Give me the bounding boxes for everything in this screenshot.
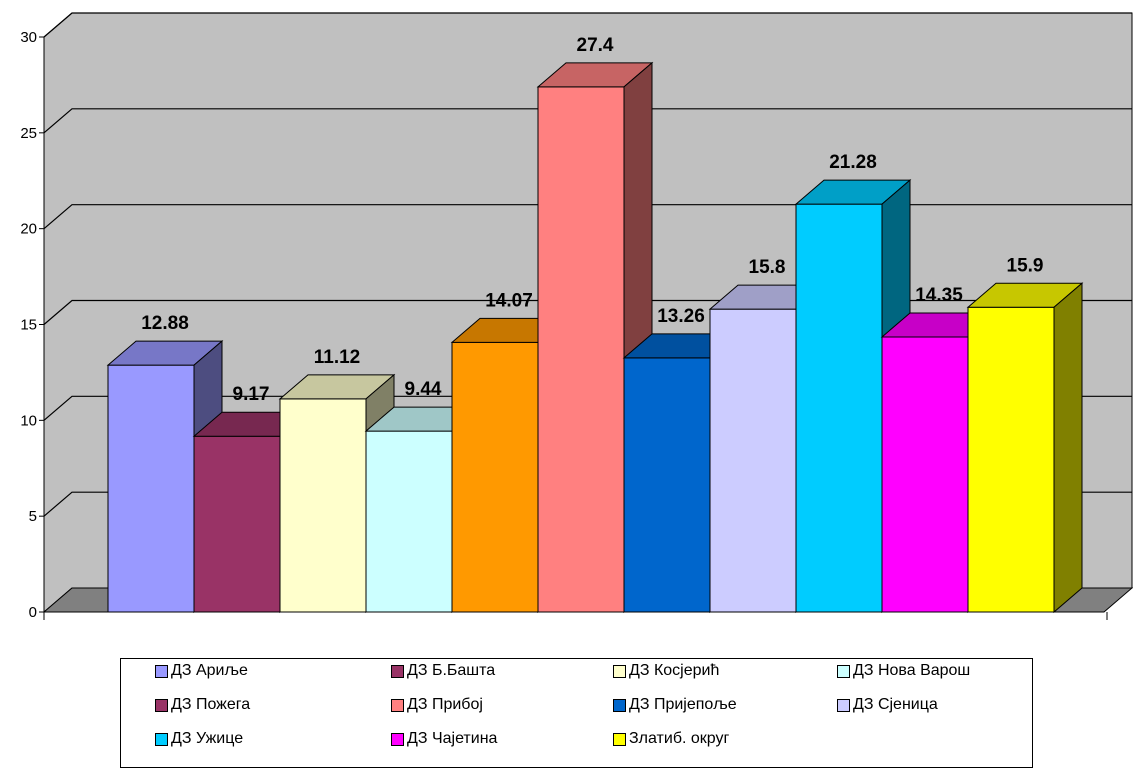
legend-swatch (613, 664, 626, 678)
y-tick-label: 5 (29, 508, 37, 525)
gridline (43, 204, 1132, 230)
legend-swatch (837, 698, 850, 712)
gridline (43, 108, 1132, 134)
legend-label: ДЗ Ужице (171, 730, 244, 747)
legend-swatch (613, 698, 626, 712)
legend-label: ДЗ Чајетина (407, 730, 498, 747)
legend-swatch (391, 664, 404, 678)
legend-item: ДЗ Сјеница (837, 694, 938, 716)
legend: ДЗ Ариље ДЗ Б.Башта ДЗ Косјерић ДЗ Нова Вар… (120, 658, 1033, 768)
legend-swatch (391, 698, 404, 712)
data-label: 12.88 (141, 313, 189, 334)
bar-front (279, 398, 367, 613)
bar-front (967, 306, 1055, 613)
data-label: 14.07 (485, 290, 533, 311)
legend-swatch (155, 664, 168, 678)
bar-front (193, 435, 281, 613)
legend-label: ДЗ Прибој (407, 696, 483, 713)
data-label: 15.9 (1007, 255, 1044, 276)
bar-side (1053, 282, 1083, 614)
bar-front (623, 357, 711, 613)
legend-swatch (837, 664, 850, 678)
data-label: 9.44 (405, 379, 442, 400)
legend-item: ДЗ Ариље (155, 660, 248, 682)
data-label: 11.12 (314, 347, 361, 368)
bars (106, 61, 1084, 614)
data-label: 15.8 (749, 257, 786, 278)
bar-chart: 0 5 10 15 20 25 30 12.88 9.17 11.12 9.44 14.07 27.4… (20, 12, 1133, 621)
y-tick-label: 10 (20, 412, 37, 429)
y-tick-label: 20 (20, 221, 37, 238)
bar-front (451, 341, 539, 613)
bar-front (709, 308, 797, 613)
bar-front (107, 364, 195, 613)
data-label: 13.26 (657, 306, 705, 327)
gridline (43, 12, 1132, 38)
legend-item: ДЗ Прибој (391, 694, 483, 716)
legend-item: Златиб. округ (613, 728, 729, 750)
legend-swatch (155, 732, 168, 746)
legend-swatch (613, 732, 626, 746)
legend-item: ДЗ Ужице (155, 728, 243, 750)
legend-item: ДЗ Нова Варош (837, 660, 970, 682)
legend-item: ДЗ Пријепоље (613, 694, 737, 716)
bar-front (537, 86, 625, 613)
legend-label: ДЗ Косјерић (629, 662, 720, 679)
y-tick-label: 15 (20, 317, 37, 334)
legend-swatch (155, 698, 168, 712)
bar-front (795, 203, 883, 613)
legend-label: Златиб. округ (629, 730, 730, 747)
legend-label: ДЗ Пријепоље (629, 696, 737, 713)
y-tick-label: 25 (20, 125, 37, 142)
legend-label: ДЗ Сјеница (853, 696, 938, 713)
legend-item: ДЗ Чајетина (391, 728, 497, 750)
legend-label: ДЗ Пожега (171, 696, 251, 713)
bar-front (365, 430, 453, 613)
legend-item: ДЗ Пожега (155, 694, 250, 716)
data-labels: 12.88 9.17 11.12 9.44 14.07 27.4 13.26 15.8 21.2… (141, 35, 1043, 405)
legend-label: ДЗ Нова Варош (853, 662, 971, 679)
data-label: 9.17 (233, 384, 270, 405)
y-tick-label: 0 (29, 604, 37, 621)
legend-label: ДЗ Ариље (171, 662, 248, 679)
bar-front (881, 336, 969, 613)
y-tick-label: 30 (20, 29, 37, 46)
data-label: 14.35 (915, 285, 963, 306)
legend-swatch (391, 732, 404, 746)
bar-11 (966, 282, 1084, 614)
legend-item: ДЗ Б.Башта (391, 660, 495, 682)
legend-label: ДЗ Б.Башта (407, 662, 496, 679)
data-label: 21.28 (829, 152, 877, 173)
data-label: 27.4 (577, 35, 614, 56)
legend-item: ДЗ Косјерић (613, 660, 719, 682)
